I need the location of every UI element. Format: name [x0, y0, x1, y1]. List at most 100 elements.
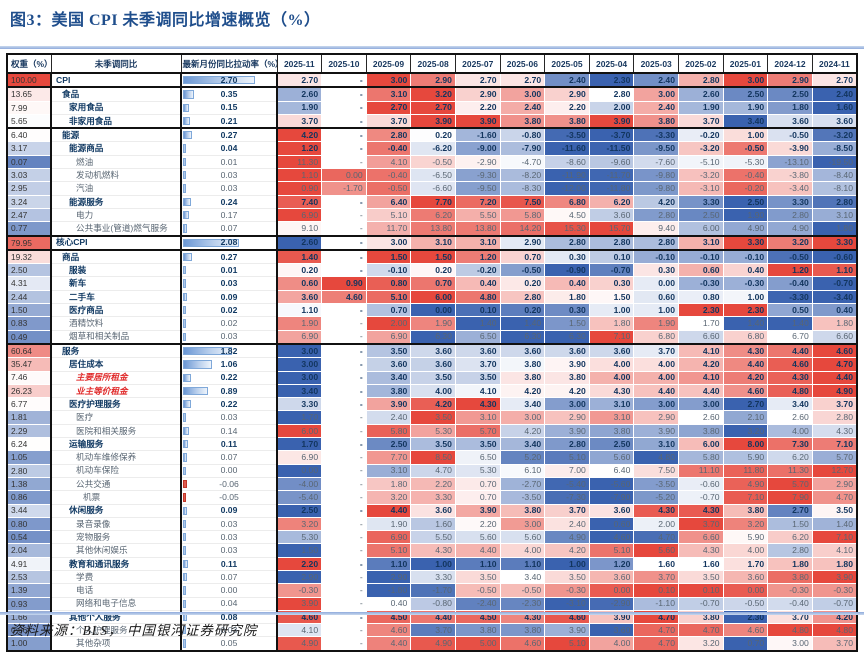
weight-cell: 0.54 — [7, 530, 52, 545]
month-cell: 3.80 — [500, 371, 546, 385]
month-cell: - — [321, 477, 367, 492]
table-row: 0.54 宠物服务 0.03 5.30-6.90 5.50 5.60 5.60 4.90 4.6… — [7, 530, 858, 545]
month-cell: 2.80 — [812, 195, 858, 209]
month-cell: -2.30 — [500, 597, 546, 611]
contribution-bar — [183, 519, 187, 529]
month-cell: -3.50 — [633, 477, 679, 492]
contribution-value: 0.02 — [220, 318, 238, 329]
table-header: 权重（%） 未季调同比 最新月份同比拉动率（%） 2025-11 2025-10 2025… — [6, 53, 858, 74]
month-cell: 4.20 — [500, 384, 546, 399]
month-cell: -9.50 — [455, 181, 501, 196]
month-cell: 4.90 — [544, 530, 590, 545]
month-cell: - — [321, 316, 367, 331]
table-row: 60.64 服务 1.82 3.00-3.50 3.60 3.60 3.60 3.60 3.60… — [7, 343, 858, 359]
table-row: 1.39 电话 0.00 -0.30- -1.80 -1.70 -0.50 -0.50 -0.3… — [7, 583, 858, 598]
contribution-bar — [183, 426, 189, 436]
month-cell: 4.20 — [410, 397, 456, 412]
contribution-cell: 0.35 — [180, 87, 278, 102]
month-cell: 0.90 — [321, 276, 367, 291]
month-cell: 6.60 — [678, 330, 724, 345]
month-cell: 6.90 — [277, 208, 323, 223]
weight-cell: 6.77 — [7, 397, 52, 412]
weight-cell: 0.66 — [7, 623, 52, 638]
month-cell: -0.90 — [544, 263, 590, 278]
cpi-heatmap-table: 权重（%） 未季调同比 最新月份同比拉动率（%） 2025-11 2025-10 2025… — [6, 53, 858, 652]
month-cell: 3.00 — [500, 517, 546, 532]
row-label: 服务 — [51, 343, 182, 359]
month-cell: 2.70 — [767, 504, 813, 518]
month-cell: 1.90 — [410, 316, 456, 331]
contribution-value: -0.06 — [219, 478, 239, 489]
contribution-bar — [183, 224, 187, 233]
month-cell: 3.00 — [277, 371, 323, 385]
month-cell: 4.20 — [277, 128, 323, 143]
month-cell: -0.70 — [812, 597, 858, 611]
table-row: 35.47 居住成本 1.06 3.00-3.60 3.60 3.70 3.80 3.90 4.… — [7, 357, 858, 372]
column-header-month: 2025-01 — [722, 53, 769, 74]
month-cell: 6.40 — [366, 195, 412, 209]
month-cell: 6.60 — [812, 330, 858, 345]
table-row: 6.77 医疗护理服务 0.22 3.30-3.90 4.20 4.30 3.40 3.00 3… — [7, 397, 858, 412]
month-cell: 2.90 — [812, 477, 858, 492]
month-cell: - — [321, 221, 367, 237]
month-cell: - — [321, 87, 367, 102]
month-cell: 3.20 — [767, 235, 813, 251]
month-cell: - — [321, 249, 367, 265]
contribution-cell: -0.05 — [180, 490, 278, 505]
month-cell: 2.50 — [723, 195, 769, 209]
month-cell: 1.50 — [410, 249, 456, 265]
contribution-value: 0.04 — [220, 143, 238, 154]
month-cell: 3.80 — [723, 504, 769, 518]
month-cell: 2.70 — [366, 101, 412, 115]
month-cell: 1.50 — [767, 517, 813, 532]
contribution-cell: 0.00 — [180, 464, 278, 478]
month-cell: -0.70 — [812, 276, 858, 291]
month-cell: -8.50 — [812, 141, 858, 156]
month-cell: - — [321, 636, 367, 652]
table-row: 4.31 新车 0.03 0.60 0.90 0.80 0.70 0.40 0.20 0.40 0.… — [7, 276, 858, 291]
table-row: 1.50 医疗商品 0.02 1.10-0.70 0.00 0.10 0.20 0.30 1.0… — [7, 303, 858, 318]
month-cell: 4.00 — [633, 357, 679, 372]
month-cell: 0.70 — [500, 249, 546, 265]
column-header-month: 2025-08 — [410, 53, 456, 74]
contribution-value: 0.11 — [220, 438, 238, 449]
month-cell: 3.80 — [544, 371, 590, 385]
footer-divider — [0, 612, 864, 615]
month-cell: 5.60 — [633, 543, 679, 558]
table-row: 0.80 录音录像 0.03 3.20-1.90 1.60 2.20 3.00 2.40 0.6… — [7, 517, 858, 532]
contribution-cell: 0.11 — [180, 557, 278, 571]
month-cell: 2.90 — [410, 73, 456, 89]
contribution-cell: 0.27 — [180, 249, 278, 265]
month-cell: 6.90 — [366, 530, 412, 545]
month-cell: 3.70 — [544, 504, 590, 518]
contribution-cell: 0.14 — [180, 424, 278, 439]
contribution-value: 0.24 — [220, 196, 238, 207]
table-row: 100.00 CPI 2.70 2.70-3.00 2.90 2.70 2.70 2.40 2.… — [7, 73, 858, 89]
month-cell: -0.50 — [767, 128, 813, 143]
month-cell: 4.60 — [723, 384, 769, 399]
table-row: 79.95 核心CPI 2.08 2.60-3.00 3.10 3.10 2.90 2.80 2… — [7, 235, 858, 251]
month-cell: -2.90 — [589, 597, 635, 611]
contribution-bar — [183, 346, 232, 356]
month-cell: 7.10 — [589, 330, 635, 345]
month-cell: 3.70 — [812, 397, 858, 412]
month-cell: 6.30 — [500, 330, 546, 345]
month-cell: 2.70 — [277, 73, 323, 89]
contribution-bar — [183, 157, 187, 167]
month-cell: 4.30 — [410, 543, 456, 558]
row-label: 机动车保险 — [51, 464, 182, 478]
month-cell: - — [321, 464, 367, 478]
month-cell: 3.60 — [500, 343, 546, 359]
contribution-bar — [183, 400, 191, 409]
row-label: 食品 — [51, 87, 182, 102]
month-cell: 1.10 — [366, 557, 412, 571]
month-cell: -0.10 — [633, 249, 679, 265]
month-cell: 4.90 — [812, 384, 858, 399]
month-cell: 8.00 — [723, 437, 769, 452]
month-cell: 3.30 — [812, 235, 858, 251]
month-cell: 3.40 — [277, 384, 323, 399]
month-cell: 15.30 — [544, 221, 590, 237]
contribution-value: 0.14 — [220, 425, 238, 436]
month-cell: 4.00 — [589, 371, 635, 385]
month-cell: -3.50 — [544, 128, 590, 143]
